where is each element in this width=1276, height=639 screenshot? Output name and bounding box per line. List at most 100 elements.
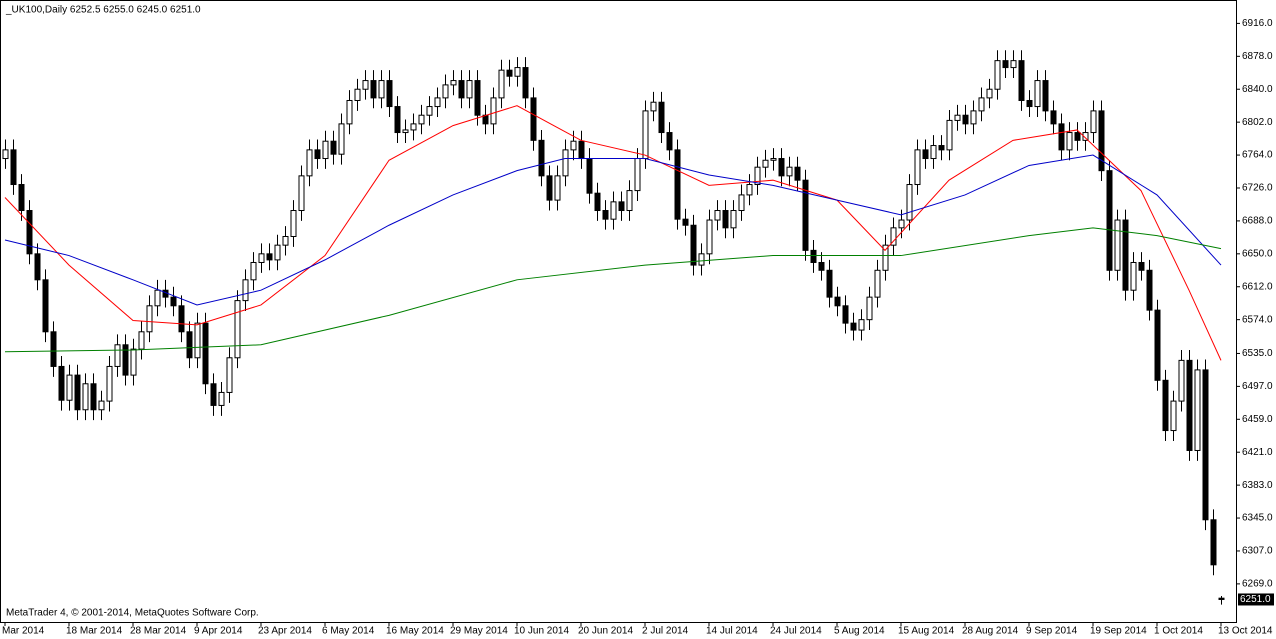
candle-body (802, 179, 809, 251)
candle-body (618, 201, 625, 212)
candle-body (434, 97, 441, 108)
candle-body (1162, 379, 1169, 432)
candle-body (314, 149, 321, 160)
x-tick-label: 1 Oct 2014 (1154, 626, 1203, 637)
candle-body (82, 383, 89, 411)
candle-body (1210, 519, 1217, 566)
candle-body (490, 97, 497, 125)
x-tick-label: 14 Jul 2014 (706, 626, 758, 637)
candle-body (546, 175, 553, 201)
candle-body (1090, 110, 1097, 134)
candle-body (346, 99, 353, 125)
candle-body (962, 114, 969, 125)
x-tick-label: 19 Sep 2014 (1090, 626, 1147, 637)
x-tick-label: 18 Mar 2014 (66, 626, 123, 637)
candle-body (594, 192, 601, 212)
candle-body (1018, 60, 1025, 101)
candle-body (282, 235, 289, 246)
candle-body (1218, 597, 1225, 600)
candle-body (338, 123, 345, 155)
x-tick-label: 9 Sep 2014 (1026, 626, 1078, 637)
candle-body (650, 101, 657, 112)
candle-body (114, 344, 121, 367)
candle-body (994, 60, 1001, 90)
x-tick-label: 24 Jul 2014 (770, 626, 822, 637)
y-tick-label: 6840.0 (1242, 84, 1273, 95)
candle-body (666, 132, 673, 151)
candle-body (322, 140, 329, 160)
candle-body (194, 322, 201, 359)
candle-body (970, 110, 977, 125)
x-tick-label: 16 May 2014 (386, 626, 444, 637)
x-tick-label: 29 May 2014 (450, 626, 508, 637)
candle-body (1122, 219, 1129, 291)
moving-average-line (4, 154, 1222, 306)
y-tick-label: 6307.0 (1242, 546, 1273, 557)
y-tick-label: 6726.0 (1242, 183, 1273, 194)
candle-body (154, 289, 161, 307)
y-tick-label: 6497.0 (1242, 381, 1273, 392)
candle-body (866, 296, 873, 321)
candle-body (1106, 170, 1113, 271)
y-tick-label: 6535.0 (1242, 348, 1273, 359)
plot-frame (0, 0, 1237, 623)
candle-body (466, 80, 473, 99)
candle-body (1074, 132, 1081, 141)
candle-body (274, 244, 281, 261)
candle-body (138, 331, 145, 350)
candle-body (570, 140, 577, 151)
candle-body (1138, 261, 1145, 271)
candle-body (426, 106, 433, 116)
candle-body (498, 69, 505, 99)
candle-body (450, 80, 457, 86)
candle-body (506, 69, 513, 77)
candle-body (378, 80, 385, 99)
candle-body (50, 331, 57, 367)
candle-body (602, 210, 609, 220)
candle-body (778, 158, 785, 177)
candle-body (250, 261, 257, 281)
candle-body (402, 129, 409, 134)
x-tick-label: 15 Aug 2014 (898, 626, 955, 637)
candle-body (34, 253, 41, 281)
candle-body (762, 159, 769, 168)
y-tick-label: 6383.0 (1242, 480, 1273, 491)
x-tick-label: 2 Jul 2014 (642, 626, 689, 637)
footer: MetaTrader 4, © 2001-2014, MetaQuotes So… (6, 608, 259, 619)
candle-body (1146, 269, 1153, 311)
candle-body (1130, 261, 1137, 291)
x-tick-label: 20 Jun 2014 (578, 626, 633, 637)
candle-body (242, 279, 249, 302)
candle-body (442, 84, 449, 99)
candle-body (634, 158, 641, 192)
candle-body (794, 166, 801, 181)
x-tick-label: 28 Mar 2014 (130, 626, 187, 637)
candle-body (522, 67, 529, 99)
candle-body (626, 190, 633, 212)
candle-body (298, 175, 305, 212)
candle-body (714, 210, 721, 221)
y-tick-label: 6612.0 (1242, 281, 1273, 292)
candle-body (1034, 80, 1041, 108)
candle-body (74, 374, 81, 411)
candle-body (842, 305, 849, 324)
candle-body (706, 219, 713, 255)
candle-body (1186, 359, 1193, 451)
candle-body (1066, 132, 1073, 151)
last-price-tag (1238, 593, 1274, 606)
candle-body (1194, 369, 1201, 451)
candle-body (850, 322, 857, 331)
candle-body (394, 106, 401, 134)
candle-body (730, 210, 737, 229)
candle-body (370, 80, 377, 99)
candle-body (106, 365, 113, 402)
y-tick-label: 6650.0 (1242, 248, 1273, 259)
y-tick-label: 6688.0 (1242, 216, 1273, 227)
x-tick-label: 9 Apr 2014 (194, 626, 243, 637)
candle-body (186, 331, 193, 359)
candle-body (554, 175, 561, 201)
candle-body (834, 296, 841, 307)
candle-body (418, 114, 425, 125)
candle-body (930, 145, 937, 160)
candle-body (26, 210, 33, 255)
